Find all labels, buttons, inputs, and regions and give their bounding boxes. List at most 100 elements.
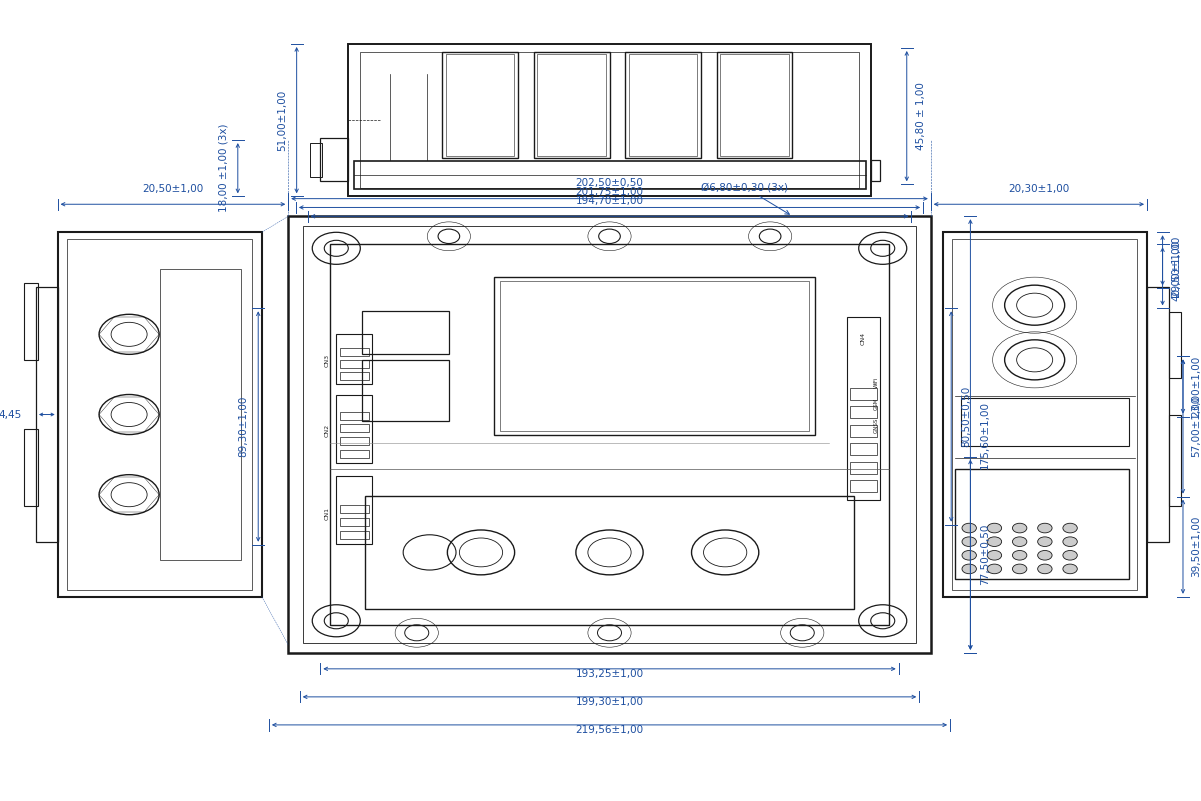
Circle shape: [1063, 550, 1077, 560]
Bar: [330, 244, 889, 625]
Bar: [1169, 312, 1181, 378]
Bar: [961, 398, 1129, 446]
Circle shape: [962, 537, 976, 546]
Bar: [340, 348, 369, 356]
Text: 40,00±1,00: 40,00±1,00: [1171, 239, 1181, 301]
Text: CN4: CN4: [861, 332, 866, 345]
Bar: [340, 505, 369, 513]
Text: 89,30±1,00: 89,30±1,00: [239, 396, 249, 457]
Circle shape: [1038, 550, 1052, 560]
Text: 20,50±1,00: 20,50±1,00: [143, 184, 203, 194]
Text: GSM: GSM: [874, 398, 879, 410]
Bar: [850, 443, 877, 455]
Bar: [36, 287, 58, 542]
Text: CN2: CN2: [324, 424, 329, 437]
Text: 20,30±1,00: 20,30±1,00: [1009, 184, 1069, 194]
Text: 193,25±1,00: 193,25±1,00: [575, 670, 644, 679]
Bar: [1147, 287, 1169, 542]
Circle shape: [1012, 564, 1027, 574]
Bar: [850, 480, 877, 492]
Bar: [363, 360, 449, 421]
Circle shape: [987, 537, 1002, 546]
Circle shape: [987, 564, 1002, 574]
Bar: [336, 476, 372, 544]
Text: Ø6,80±0,30 (3x): Ø6,80±0,30 (3x): [701, 183, 789, 215]
Bar: [288, 216, 931, 653]
Circle shape: [962, 564, 976, 574]
Bar: [303, 226, 916, 643]
Circle shape: [1012, 537, 1027, 546]
Bar: [348, 44, 871, 196]
Bar: [365, 496, 854, 609]
Circle shape: [1038, 537, 1052, 546]
Bar: [446, 54, 514, 155]
Bar: [340, 531, 369, 539]
Bar: [847, 316, 880, 500]
Circle shape: [1012, 523, 1027, 533]
Bar: [353, 161, 866, 188]
Text: 80,50±0,50: 80,50±0,50: [961, 386, 970, 447]
Bar: [340, 437, 369, 445]
Bar: [955, 469, 1129, 578]
Text: 4,45: 4,45: [0, 409, 22, 420]
Text: 194,70±1,00: 194,70±1,00: [575, 196, 644, 206]
Circle shape: [962, 523, 976, 533]
Bar: [871, 159, 880, 181]
Bar: [340, 412, 369, 420]
Text: 175,60±1,00: 175,60±1,00: [980, 400, 990, 469]
Bar: [943, 232, 1147, 597]
Bar: [629, 54, 698, 155]
Circle shape: [1038, 523, 1052, 533]
Bar: [340, 360, 369, 368]
Text: 51,00±1,00: 51,00±1,00: [277, 90, 287, 151]
Bar: [721, 54, 789, 155]
Text: GNSS: GNSS: [874, 418, 879, 433]
Text: 57,00±1,00: 57,00±1,00: [1191, 396, 1201, 457]
Bar: [850, 388, 877, 400]
Bar: [340, 518, 369, 526]
Text: 18,00 ±1,00 (3x): 18,00 ±1,00 (3x): [219, 124, 228, 212]
Bar: [340, 450, 369, 458]
Bar: [67, 239, 252, 590]
Bar: [58, 232, 262, 597]
Bar: [24, 429, 38, 505]
Text: CN3: CN3: [324, 354, 329, 367]
Bar: [360, 52, 859, 188]
Circle shape: [1012, 550, 1027, 560]
Text: 29,50±1,00: 29,50±1,00: [1171, 235, 1181, 297]
Circle shape: [962, 550, 976, 560]
Bar: [340, 372, 369, 380]
Circle shape: [1038, 564, 1052, 574]
Bar: [336, 334, 372, 384]
Text: 45,80 ± 1,00: 45,80 ± 1,00: [916, 83, 926, 150]
Bar: [500, 281, 809, 431]
Text: CN1: CN1: [324, 506, 329, 520]
Bar: [160, 269, 241, 561]
Bar: [310, 143, 322, 177]
Bar: [1169, 414, 1181, 505]
Bar: [626, 51, 701, 159]
Text: 77,50±0,50: 77,50±0,50: [980, 524, 990, 586]
Text: 202,50±0,50: 202,50±0,50: [575, 179, 644, 188]
Bar: [537, 54, 605, 155]
Text: 23,00±1,00: 23,00±1,00: [1191, 356, 1201, 417]
Bar: [850, 406, 877, 418]
Circle shape: [1063, 564, 1077, 574]
Circle shape: [1063, 523, 1077, 533]
Bar: [850, 461, 877, 473]
Bar: [336, 395, 372, 463]
Bar: [442, 51, 518, 159]
Bar: [319, 139, 348, 181]
Bar: [952, 239, 1137, 590]
Bar: [494, 277, 815, 434]
Circle shape: [987, 550, 1002, 560]
Circle shape: [987, 523, 1002, 533]
Bar: [363, 311, 449, 354]
Bar: [850, 425, 877, 437]
Circle shape: [1063, 537, 1077, 546]
Bar: [24, 284, 38, 360]
Text: 219,56±1,00: 219,56±1,00: [575, 726, 644, 735]
Text: WiFi: WiFi: [874, 376, 879, 388]
Bar: [717, 51, 793, 159]
Bar: [533, 51, 609, 159]
